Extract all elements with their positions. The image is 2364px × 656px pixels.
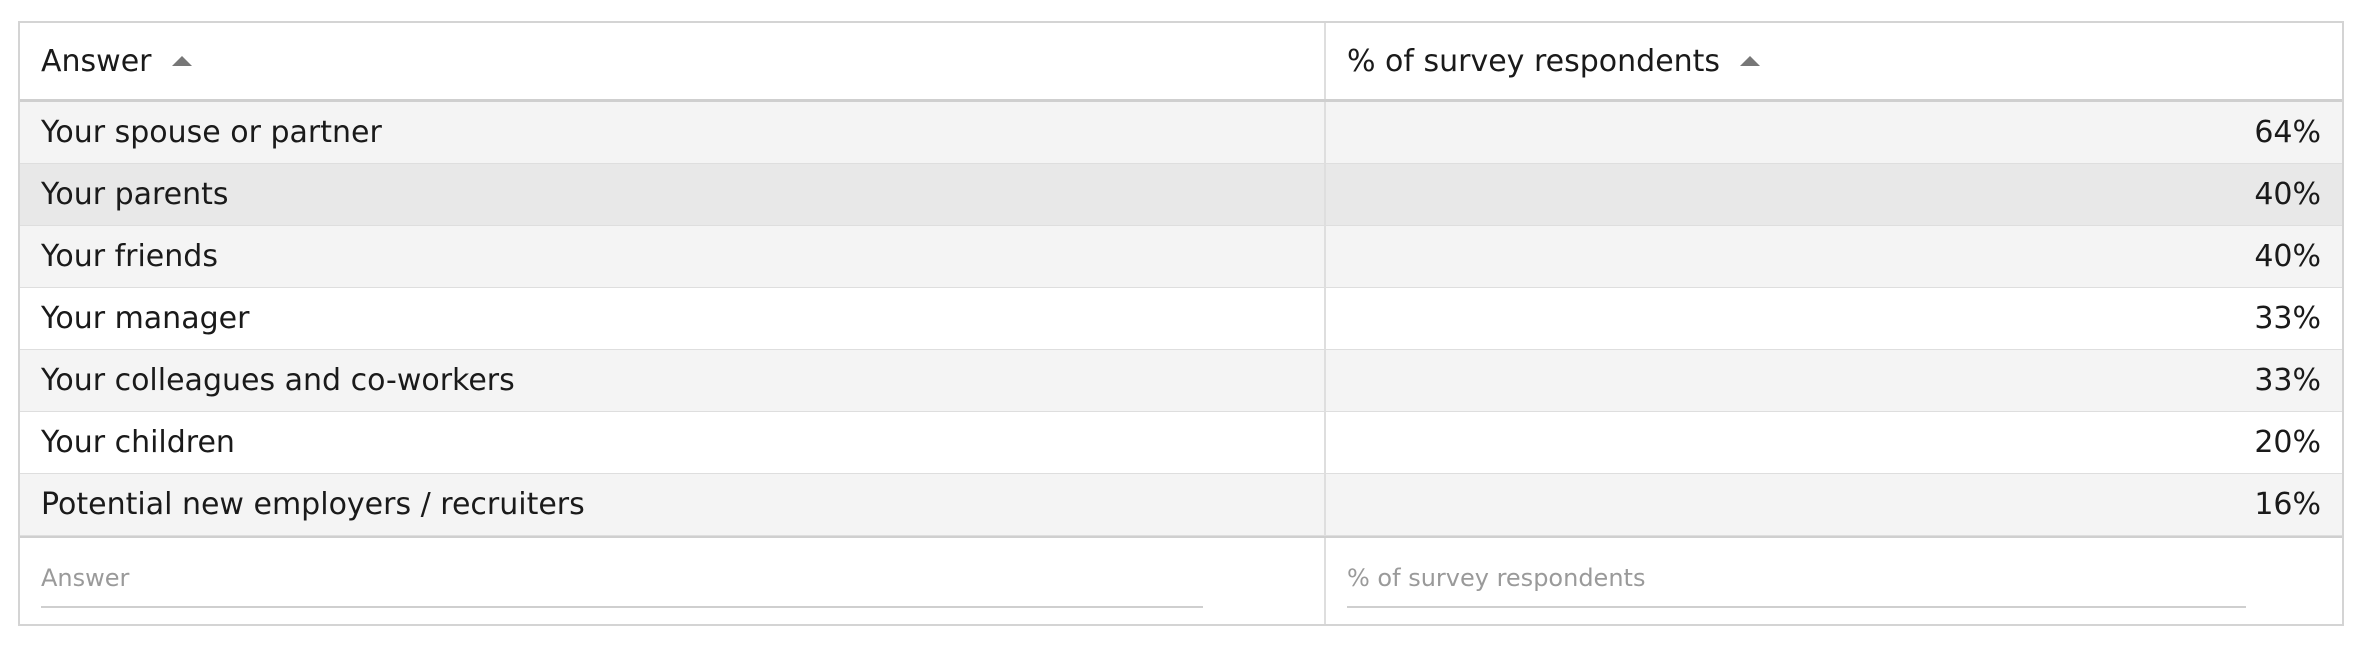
table-cell: 20% <box>2254 425 2321 460</box>
table-row[interactable]: Your children 20% <box>20 412 2342 474</box>
table-cell: Your manager <box>20 288 1326 349</box>
table-row[interactable]: Potential new employers / recruiters 16% <box>20 474 2342 536</box>
filter-cell: % of survey respondents <box>1326 538 2342 624</box>
header-cell[interactable]: % of survey respondents <box>1326 23 2342 99</box>
filter-cell: Answer <box>20 538 1326 624</box>
sort-arrow[interactable] <box>171 56 192 66</box>
header-label: % of survey respondents <box>1347 43 1721 79</box>
table-cell: Your children <box>20 412 1326 473</box>
table-row[interactable]: Your manager 33% <box>20 288 2342 350</box>
table-body: Your spouse or partner 64% Your parents 40%… <box>20 102 2342 536</box>
filter-row: Answer % of survey respondents <box>20 536 2342 624</box>
table-row[interactable]: Your friends 40% <box>20 226 2342 288</box>
header-label: Answer <box>41 43 152 79</box>
table-cell: 16% <box>2254 487 2321 522</box>
table-row[interactable]: Your colleagues and co-workers 33% <box>20 350 2342 412</box>
table-cell: Your friends <box>20 226 1326 287</box>
table-cell: 33% <box>2254 363 2321 398</box>
table-row[interactable]: Your parents 40% <box>20 164 2342 226</box>
data-table: Answer % of survey respondents Your spou… <box>18 21 2344 626</box>
filter-input[interactable]: % of survey respondents <box>1347 564 2246 608</box>
table-row[interactable]: Your spouse or partner 64% <box>20 102 2342 164</box>
table-cell: Your parents <box>20 164 1326 225</box>
header-cell[interactable]: Answer <box>20 23 1326 99</box>
header-row: Answer % of survey respondents <box>20 23 2342 102</box>
table-cell: 40% <box>2254 177 2321 212</box>
filter-input[interactable]: Answer <box>41 564 1203 608</box>
table-cell: 40% <box>2254 239 2321 274</box>
table-cell: Your colleagues and co-workers <box>20 350 1326 411</box>
sort-arrow[interactable] <box>1740 56 1761 66</box>
table-cell: 64% <box>2254 115 2321 150</box>
table-cell: 33% <box>2254 301 2321 336</box>
table-cell: Potential new employers / recruiters <box>20 474 1326 535</box>
table-cell: Your spouse or partner <box>20 102 1326 163</box>
